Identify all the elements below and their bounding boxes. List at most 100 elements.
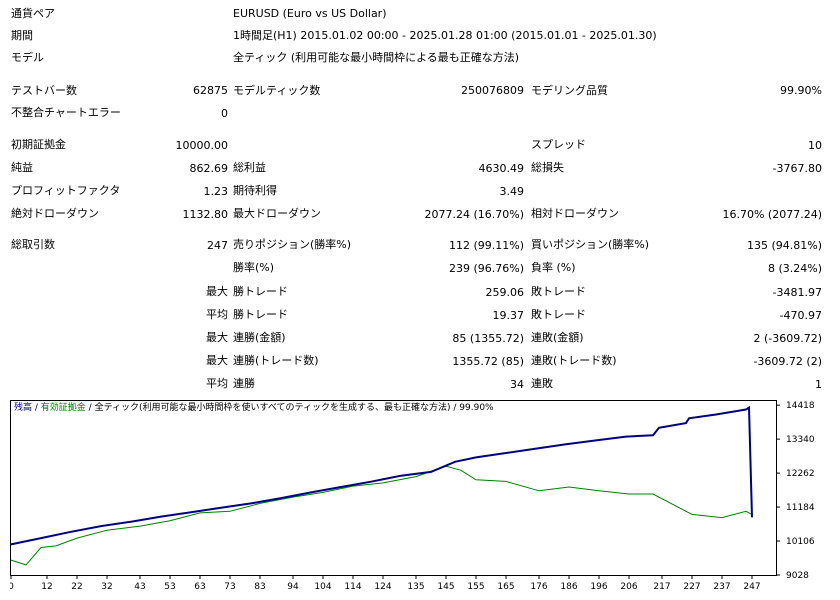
y-tick-label: 9028 bbox=[786, 571, 809, 581]
y-tick-label: 12262 bbox=[786, 469, 815, 479]
avg-cons-wins-value: 34 bbox=[510, 378, 524, 391]
max-cons-loss-value: -3609.72 (2) bbox=[753, 355, 822, 368]
win-rate-label: 勝率(%) bbox=[233, 261, 275, 274]
plot-frame bbox=[10, 400, 777, 576]
avg-loss-value: -470.97 bbox=[779, 309, 822, 322]
largest-win-label: 勝トレード bbox=[233, 285, 288, 298]
largest-loss-value: -3481.97 bbox=[772, 286, 822, 299]
y-tick-label: 11184 bbox=[786, 503, 815, 513]
x-tick-label: 206 bbox=[620, 582, 637, 592]
avg-cons-losses-label: 連敗 bbox=[531, 377, 553, 390]
y-tick-label: 13340 bbox=[786, 435, 815, 445]
ticks-value: 250076809 bbox=[461, 84, 524, 97]
avg-cons-wins-label: 連勝 bbox=[233, 377, 255, 390]
chart-svg: 9028 10106 11184 12262 13340 14418 0 12 22 32 43 5… bbox=[8, 400, 815, 592]
legend-balance: 残高 bbox=[14, 403, 33, 413]
legend-model: 全ティック(利用可能な最小時間枠を使いすべてのティックを生成する、最も正確な方法… bbox=[94, 403, 451, 413]
x-tick-label: 237 bbox=[713, 582, 730, 592]
x-tick-label: 43 bbox=[134, 582, 145, 592]
pair-label: 通貨ペア bbox=[11, 7, 55, 20]
x-tick-label: 227 bbox=[683, 582, 700, 592]
largest-prefix: 最大 bbox=[206, 285, 228, 298]
period-label: 期間 bbox=[11, 29, 33, 42]
model-value: 全ティック (利用可能な最小時間枠による最も正確な方法) bbox=[233, 51, 520, 64]
abs-dd-label: 絶対ドローダウン bbox=[11, 207, 99, 220]
max-dd-value: 2077.24 (16.70%) bbox=[424, 208, 524, 221]
long-label: 買いポジション(勝率%) bbox=[531, 238, 650, 251]
legend-equity: 有効証拠金 bbox=[40, 403, 86, 413]
short-label: 売りポジション(勝率%) bbox=[233, 238, 352, 251]
x-tick-label: 165 bbox=[497, 582, 514, 592]
largest-win-value: 259.06 bbox=[485, 286, 525, 299]
pf-value: 1.23 bbox=[203, 185, 229, 198]
mismatch-label: 不整合チャートエラー bbox=[11, 106, 121, 119]
deposit-label: 初期証拠金 bbox=[11, 138, 66, 151]
max-cons-prefix: 最大 bbox=[206, 331, 228, 344]
x-tick-label: 196 bbox=[590, 582, 607, 592]
long-value: 135 (94.81%) bbox=[746, 239, 822, 252]
max-cons-loss-label: 連敗(トレード数) bbox=[531, 354, 617, 367]
avg-win-value: 19.37 bbox=[492, 309, 525, 322]
rel-dd-label: 相対ドローダウン bbox=[531, 207, 619, 220]
x-tick-label: 124 bbox=[374, 582, 391, 592]
deposit-value: 10000.00 bbox=[175, 139, 229, 152]
legend-sep: / bbox=[450, 403, 460, 413]
quality-value: 99.90% bbox=[780, 84, 822, 97]
avg-cons-losses-value: 1 bbox=[815, 378, 822, 391]
x-tick-label: 176 bbox=[530, 582, 547, 592]
max-cons-losses-label: 連敗(金額) bbox=[531, 331, 584, 344]
rel-dd-value: 16.70% (2077.24) bbox=[722, 208, 822, 221]
mismatch-value: 0 bbox=[221, 107, 228, 120]
x-tick-label: 0 bbox=[10, 582, 14, 592]
gross-loss-value: -3767.80 bbox=[772, 162, 822, 175]
x-tick-label: 104 bbox=[314, 582, 331, 592]
gross-profit-value: 4630.49 bbox=[478, 162, 525, 175]
bars-value: 62875 bbox=[193, 84, 228, 97]
model-label: モデル bbox=[11, 51, 44, 64]
chart-legend: 残高 / 有効証拠金 / 全ティック(利用可能な最小時間枠を使いすべてのティック… bbox=[14, 402, 494, 414]
pf-label: プロフィットファクタ bbox=[11, 184, 121, 197]
gross-profit-label: 総利益 bbox=[233, 161, 266, 174]
x-tick-label: 186 bbox=[560, 582, 577, 592]
x-tick-label: 247 bbox=[743, 582, 760, 592]
spread-label: スプレッド bbox=[531, 138, 586, 151]
max-cons-wins-value: 85 (1355.72) bbox=[452, 332, 524, 345]
spread-value: 10 bbox=[808, 139, 822, 152]
ticks-label: モデルティック数 bbox=[233, 84, 321, 97]
bars-label: テストバー数 bbox=[11, 84, 77, 97]
x-tick-label: 22 bbox=[71, 582, 82, 592]
max-cons-wins-label: 連勝(金額) bbox=[233, 331, 286, 344]
balance-chart: 9028 10106 11184 12262 13340 14418 0 12 22 32 43 5… bbox=[8, 400, 832, 592]
short-value: 112 (99.11%) bbox=[448, 239, 524, 252]
average-prefix: 平均 bbox=[206, 308, 228, 321]
expected-value: 3.49 bbox=[499, 185, 525, 198]
x-tick-label: 53 bbox=[164, 582, 175, 592]
quality-label: モデリング品質 bbox=[531, 84, 608, 97]
avg-win-label: 勝トレード bbox=[233, 308, 288, 321]
y-tick-label: 10106 bbox=[786, 537, 815, 547]
max-cons-losses-value: 2 (-3609.72) bbox=[753, 332, 822, 345]
equity-line bbox=[10, 465, 753, 566]
expected-label: 期待利得 bbox=[233, 184, 277, 197]
legend-sep: / bbox=[85, 403, 95, 413]
gross-loss-label: 総損失 bbox=[531, 161, 564, 174]
x-tick-label: 73 bbox=[224, 582, 235, 592]
x-tick-label: 217 bbox=[653, 582, 670, 592]
abs-dd-value: 1132.80 bbox=[182, 208, 229, 221]
loss-rate-value: 8 (3.24%) bbox=[767, 262, 822, 275]
max-cons-count-prefix: 最大 bbox=[206, 354, 228, 367]
max-dd-label: 最大ドローダウン bbox=[233, 207, 321, 220]
max-cons-profit-value: 1355.72 (85) bbox=[452, 355, 524, 368]
avg-cons-prefix: 平均 bbox=[206, 377, 228, 390]
x-tick-label: 83 bbox=[254, 582, 265, 592]
legend-quality: 99.90% bbox=[459, 403, 494, 413]
loss-rate-label: 負率 (%) bbox=[531, 261, 576, 274]
x-tick-label: 135 bbox=[407, 582, 424, 592]
max-cons-profit-label: 連勝(トレード数) bbox=[233, 354, 319, 367]
net-value: 862.69 bbox=[189, 162, 229, 175]
avg-loss-label: 敗トレード bbox=[531, 308, 586, 321]
pair-value: EURUSD (Euro vs US Dollar) bbox=[233, 7, 387, 20]
balance-line bbox=[10, 405, 753, 546]
x-tick-label: 12 bbox=[41, 582, 52, 592]
x-tick-label: 114 bbox=[344, 582, 361, 592]
